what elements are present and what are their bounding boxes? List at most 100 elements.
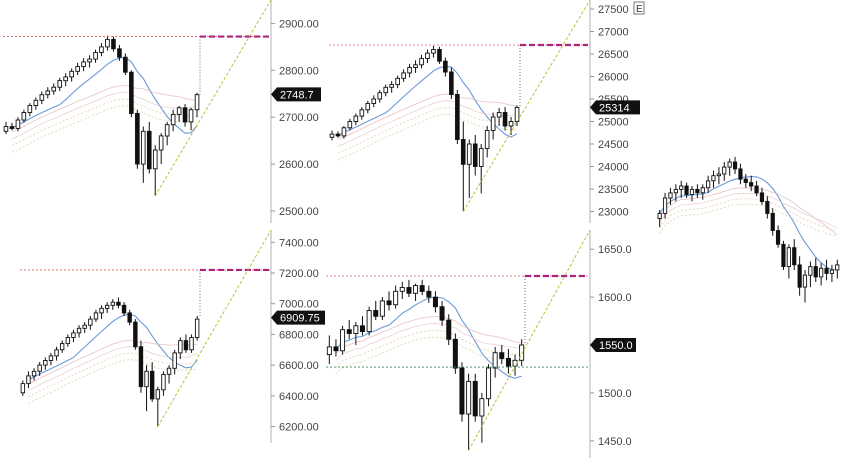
candle-body	[496, 112, 502, 118]
candle-body	[76, 327, 82, 334]
candle-body	[110, 301, 116, 306]
candle-body	[466, 143, 472, 165]
moving-average-line	[335, 323, 522, 361]
candle-body	[802, 274, 808, 288]
y-tick-label: 7400.00	[279, 237, 319, 249]
axis-corner-box	[633, 1, 645, 15]
moving-average-line	[28, 339, 198, 385]
candle-body	[379, 300, 385, 317]
candle-body	[479, 398, 485, 417]
candle-body	[449, 71, 454, 95]
candle-body	[700, 187, 705, 194]
candle-body	[459, 367, 465, 415]
candle-body	[87, 58, 92, 63]
candle-body	[419, 285, 425, 292]
y-tick-label: 2500.00	[279, 206, 319, 218]
candle-body	[749, 182, 754, 187]
moving-average-line	[337, 100, 518, 147]
candle-body	[104, 304, 110, 309]
candle-body	[431, 49, 436, 54]
candle-body	[189, 337, 194, 351]
candle-body	[37, 364, 42, 372]
moving-average-line	[28, 359, 198, 404]
candle-body	[116, 301, 121, 306]
candle-body	[166, 367, 172, 375]
y-tick-label: 6200.00	[279, 422, 319, 434]
candle-body	[15, 119, 21, 129]
price-tag	[590, 338, 636, 352]
chart-panel-top-left: 2900.00 2800.00 2700.00 2600.00 2500.00 2748.…	[3, 0, 321, 223]
candle-body	[499, 352, 505, 359]
candle-body	[425, 52, 430, 59]
candle-body	[57, 80, 63, 88]
candle-body	[88, 318, 93, 326]
candle-body	[770, 212, 775, 231]
y-tick-label: 6600.00	[279, 360, 319, 372]
y-tick-label: 1600.0	[598, 292, 632, 304]
candle-body	[781, 243, 786, 268]
candle-body	[326, 346, 332, 356]
candle-body	[689, 188, 695, 195]
candle-body	[466, 380, 472, 415]
candle-body	[407, 67, 412, 74]
price-tag	[271, 87, 321, 102]
candle-body	[732, 161, 738, 170]
candle-body	[149, 370, 155, 400]
chart-panel-top-middle: 2750027000265002600025500250002450024000…	[329, 0, 645, 223]
candle-body	[486, 367, 492, 400]
chart-panel-bottom-left: 7400.00 7200.00 7000.00 6800.00 6600.00 6400.…	[20, 229, 325, 443]
candle-body	[353, 325, 359, 334]
candle-body	[48, 355, 54, 361]
candle-body	[432, 296, 438, 308]
moving-average-line	[28, 313, 198, 381]
candle-body	[20, 383, 26, 394]
moving-average-line	[337, 107, 518, 154]
candle-body	[164, 124, 170, 137]
candle-body	[413, 64, 418, 68]
candle-body	[75, 66, 80, 72]
candle-body	[502, 112, 508, 127]
candle-body	[377, 92, 383, 100]
y-tick-label: 25000	[598, 117, 629, 129]
trend-projection-line	[468, 229, 591, 451]
candle-body	[371, 98, 377, 104]
candle-body	[679, 185, 684, 190]
y-tick-label: 26000	[598, 72, 629, 84]
y-tick-label: 2600.00	[279, 159, 319, 171]
candle-body	[775, 230, 781, 245]
candle-body	[194, 94, 200, 111]
price-tag	[590, 100, 640, 115]
candle-body	[797, 264, 802, 288]
candle-body	[722, 166, 727, 175]
candle-body	[335, 133, 341, 137]
candle-body	[194, 318, 200, 338]
candle-body	[695, 188, 700, 194]
candle-body	[478, 148, 484, 167]
axis-corner-label: E	[636, 4, 643, 15]
price-tag-label: 2748.7	[280, 89, 314, 101]
candle-body	[31, 370, 37, 377]
moving-average-line	[11, 84, 198, 133]
candle-body	[135, 112, 140, 165]
candle-body	[808, 266, 813, 276]
candle-body	[406, 287, 412, 294]
candle-body	[786, 247, 791, 268]
price-tag-label: 6909.75	[280, 313, 320, 325]
candle-body	[178, 340, 183, 354]
candle-body	[333, 346, 339, 352]
moving-average-line	[335, 336, 522, 375]
candle-body	[155, 389, 161, 400]
candle-body	[829, 269, 835, 274]
price-tag-label: 1550.0	[599, 340, 633, 352]
candle-body	[711, 175, 716, 182]
candle-body	[813, 266, 818, 278]
y-tick-label: 23000	[598, 207, 629, 219]
candle-body	[455, 94, 460, 140]
candle-body	[59, 343, 65, 351]
candle-body	[127, 312, 132, 323]
moving-average-line	[659, 192, 838, 229]
candle-body	[152, 149, 158, 170]
candle-body	[505, 357, 511, 367]
y-tick-label: 7000.00	[279, 299, 319, 311]
candle-body	[419, 58, 424, 66]
